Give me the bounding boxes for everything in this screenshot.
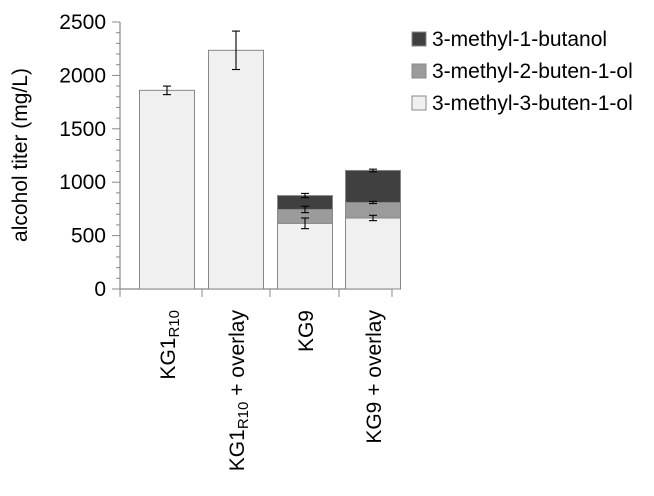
legend-label: 3-methyl-2-buten-1-ol <box>432 60 633 83</box>
error-bars <box>163 30 377 230</box>
y-axis: 0 500 1000 1500 2000 2500 <box>59 11 121 301</box>
bar-segment <box>139 89 195 290</box>
x-axis <box>119 288 393 297</box>
category-label: KG9 <box>295 310 318 352</box>
error-bar <box>301 205 309 214</box>
bar-segment <box>208 49 264 290</box>
y-axis-title: alcohol titer (mg/L) <box>9 68 32 242</box>
legend: 3-methyl-1-butanol 3-methyl-2-buten-1-ol 3… <box>411 28 633 115</box>
error-bar <box>301 192 309 199</box>
y-tick-label: 1500 <box>59 118 106 141</box>
legend-swatch <box>411 95 427 111</box>
error-bar <box>232 30 240 71</box>
bars <box>139 49 401 290</box>
category-label: KG1R10 + overlay <box>226 310 252 472</box>
bar-segment <box>345 217 401 290</box>
legend-swatch <box>411 63 427 79</box>
category-labels: KG1R10 KG1R10 + overlay KG9 KG9 + overlay <box>157 310 386 472</box>
legend-item: 3-methyl-2-buten-1-ol <box>411 60 633 83</box>
y-tick-label: 2000 <box>59 64 106 87</box>
legend-swatch <box>411 31 427 47</box>
y-tick-label: 2500 <box>59 11 106 34</box>
legend-item: 3-methyl-3-buten-1-ol <box>411 92 633 115</box>
category-label: KG9 + overlay <box>363 310 386 444</box>
legend-item: 3-methyl-1-butanol <box>411 28 607 51</box>
error-bar <box>163 85 171 96</box>
legend-label: 3-methyl-3-buten-1-ol <box>432 92 633 115</box>
y-tick-label: 1000 <box>59 171 106 194</box>
legend-label: 3-methyl-1-butanol <box>432 28 607 51</box>
y-tick-label: 0 <box>94 278 106 301</box>
category-label: KG1R10 <box>157 310 183 380</box>
y-tick-label: 500 <box>71 225 106 248</box>
bar-segment <box>345 169 401 203</box>
error-bar <box>369 214 377 222</box>
error-bar <box>369 200 377 205</box>
error-bar <box>301 217 309 230</box>
error-bar <box>369 168 377 173</box>
bar-segment <box>277 222 333 290</box>
